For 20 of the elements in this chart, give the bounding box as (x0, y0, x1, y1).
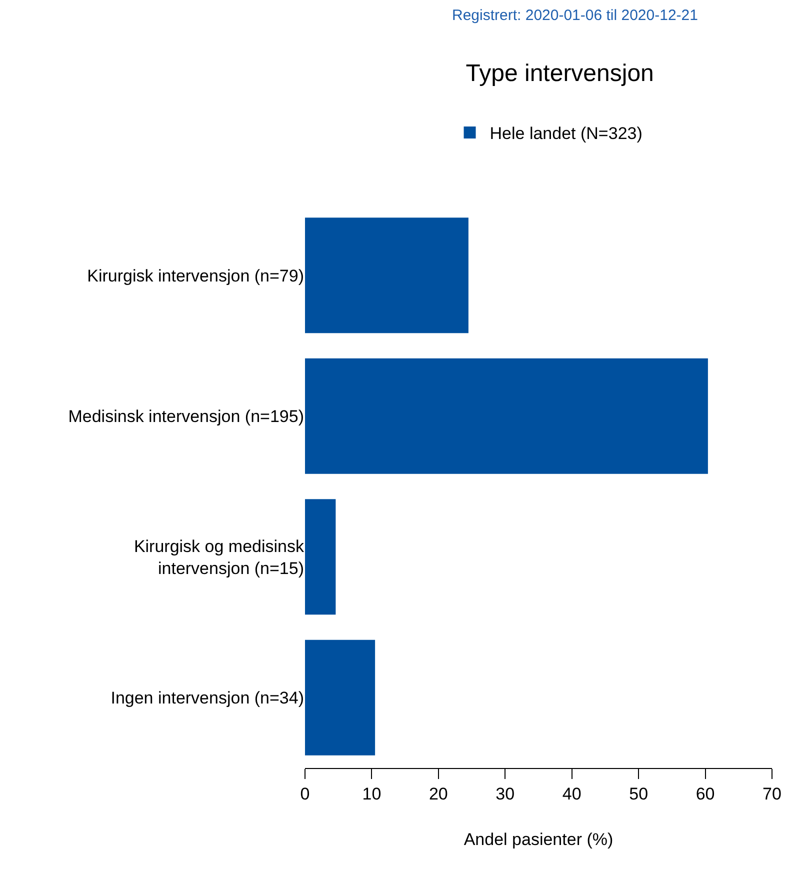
x-tick-label: 60 (696, 784, 715, 804)
chart-title: Type intervensjon (466, 60, 654, 87)
bar (305, 499, 336, 615)
x-tick-label: 70 (762, 784, 782, 804)
x-tick-label: 20 (428, 784, 448, 804)
x-axis-title: Andel pasienter (%) (464, 830, 614, 849)
y-tick-label: Kirurgisk og medisinsk intervensjon (n=15) (134, 536, 304, 578)
y-tick-label: Ingen intervensjon (n=34) (110, 688, 304, 708)
x-tick-label: 10 (362, 784, 382, 804)
x-tick-label: 0 (300, 784, 310, 804)
chart-subtitle: Registrert: 2020-01-06 til 2020-12-21 (452, 7, 698, 24)
y-tick-label: Kirurgisk intervensjon (n=79) (87, 266, 304, 286)
bar (305, 218, 468, 334)
x-tick-label: 40 (562, 784, 582, 804)
legend-label: Hele landet (N=323) (490, 124, 642, 144)
bar (305, 358, 708, 474)
bar (305, 640, 376, 756)
x-tick-label: 50 (629, 784, 648, 804)
y-tick-label: Medisinsk intervensjon (n=195) (68, 407, 304, 426)
x-tick-label: 30 (496, 784, 515, 804)
